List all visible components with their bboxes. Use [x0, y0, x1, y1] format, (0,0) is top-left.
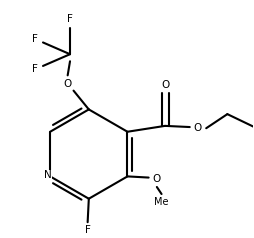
Text: O: O: [64, 79, 72, 89]
Text: F: F: [67, 14, 73, 24]
Text: F: F: [85, 225, 91, 235]
Text: O: O: [161, 80, 169, 90]
Text: Me: Me: [154, 197, 169, 207]
Text: N: N: [44, 170, 52, 180]
Text: F: F: [32, 34, 38, 44]
Text: O: O: [194, 123, 202, 133]
Text: O: O: [153, 174, 161, 184]
Text: F: F: [32, 64, 38, 74]
